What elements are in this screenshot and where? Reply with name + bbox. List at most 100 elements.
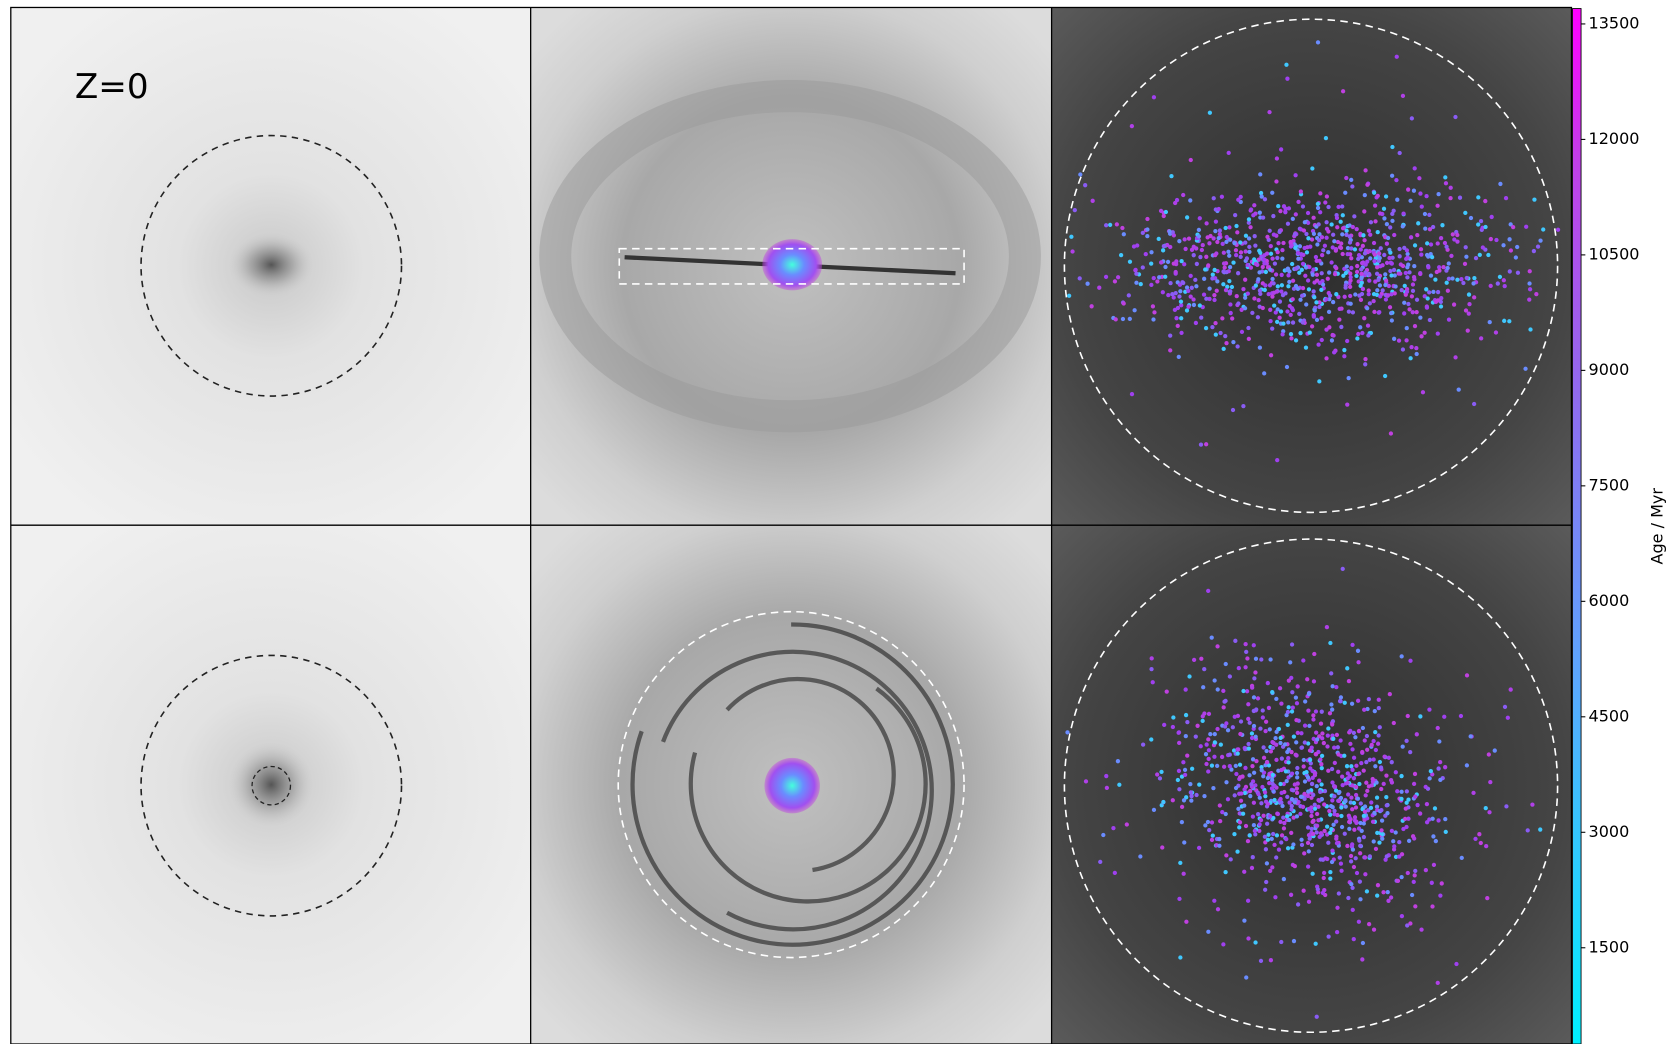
star-particle [1326, 726, 1330, 730]
star-particle [1331, 300, 1335, 304]
star-particle [1356, 257, 1360, 261]
star-particle [1116, 275, 1120, 279]
star-particle [1440, 223, 1444, 227]
star-particle [1318, 191, 1322, 195]
star-particle [1302, 228, 1306, 232]
star-particle [1261, 774, 1265, 778]
star-particle [1458, 196, 1462, 200]
star-particle [1428, 227, 1432, 231]
star-particle [1336, 752, 1340, 756]
star-particle [1354, 793, 1358, 797]
star-particle [1348, 240, 1352, 244]
star-particle [1300, 294, 1304, 298]
star-particle [1290, 690, 1294, 694]
star-particle [1253, 829, 1257, 833]
star-particle [1502, 278, 1506, 282]
star-particle [1489, 237, 1493, 241]
star-particle [1189, 158, 1193, 162]
star-particle [1211, 236, 1215, 240]
star-particle [1312, 679, 1316, 683]
star-particle [1378, 725, 1382, 729]
star-particle [1427, 213, 1431, 217]
star-particle [1204, 442, 1208, 446]
star-particle [1246, 742, 1250, 746]
star-particle [1382, 754, 1386, 758]
star-particle [1402, 311, 1406, 315]
star-particle [1412, 782, 1416, 786]
star-particle [1356, 797, 1360, 801]
star-particle [1384, 773, 1388, 777]
star-particle [1104, 774, 1108, 778]
star-particle [1204, 221, 1208, 225]
star-particle [1532, 249, 1536, 253]
star-particle [1385, 261, 1389, 265]
star-particle [1479, 336, 1483, 340]
star-particle [1276, 250, 1280, 254]
star-particle [1227, 151, 1231, 155]
star-particle [1243, 766, 1247, 770]
star-particle [1221, 282, 1225, 286]
star-particle [1250, 764, 1254, 768]
star-particle [1218, 228, 1222, 232]
star-particle [1388, 305, 1392, 309]
star-particle [1265, 822, 1269, 826]
star-particle [1231, 725, 1235, 729]
star-particle [1247, 217, 1251, 221]
star-particle [1152, 276, 1156, 280]
star-particle [1085, 282, 1089, 286]
star-particle [1235, 294, 1239, 298]
star-particle [1343, 191, 1347, 195]
star-particle [1264, 270, 1268, 274]
star-particle [1487, 810, 1491, 814]
star-particle [1444, 181, 1448, 185]
star-particle [1170, 292, 1174, 296]
star-particle [1260, 194, 1264, 198]
star-particle [1244, 249, 1248, 253]
star-particle [1262, 371, 1266, 375]
star-particle [1238, 820, 1242, 824]
star-particle [1310, 810, 1314, 814]
star-particle [1197, 782, 1201, 786]
star-particle [1298, 244, 1302, 248]
star-particle [1236, 198, 1240, 202]
star-particle [1487, 752, 1491, 756]
star-particle [1304, 232, 1308, 236]
star-particle [1449, 254, 1453, 258]
star-particle [1401, 264, 1405, 268]
star-particle [1527, 281, 1531, 285]
star-particle [1250, 685, 1254, 689]
star-particle [1464, 255, 1468, 259]
star-particle [1315, 784, 1319, 788]
star-particle [1469, 216, 1473, 220]
star-particle [1275, 256, 1279, 260]
star-particle [1266, 681, 1270, 685]
star-particle [1329, 702, 1333, 706]
star-particle [1502, 319, 1506, 323]
star-particle [1176, 306, 1180, 310]
star-particle [1326, 277, 1330, 281]
star-particle [1371, 820, 1375, 824]
star-particle [1373, 709, 1377, 713]
star-particle [1287, 280, 1291, 284]
star-particle [1390, 174, 1394, 178]
star-particle [1401, 827, 1405, 831]
star-particle [1334, 266, 1338, 270]
star-particle [1313, 771, 1317, 775]
star-particle [1405, 290, 1409, 294]
star-particle [1320, 271, 1324, 275]
star-particle [1296, 684, 1300, 688]
star-particle [1379, 808, 1383, 812]
star-particle [1363, 362, 1367, 366]
star-particle [1288, 240, 1292, 244]
star-particle [1412, 880, 1416, 884]
star-particle [1168, 281, 1172, 285]
star-particle [1261, 814, 1265, 818]
star-particle [1268, 657, 1272, 661]
star-particle [1272, 233, 1276, 237]
star-particle [1304, 302, 1308, 306]
star-particle [1534, 292, 1538, 296]
star-particle [1376, 742, 1380, 746]
star-particle [1363, 855, 1367, 859]
star-particle [1354, 785, 1358, 789]
star-particle [1344, 804, 1348, 808]
